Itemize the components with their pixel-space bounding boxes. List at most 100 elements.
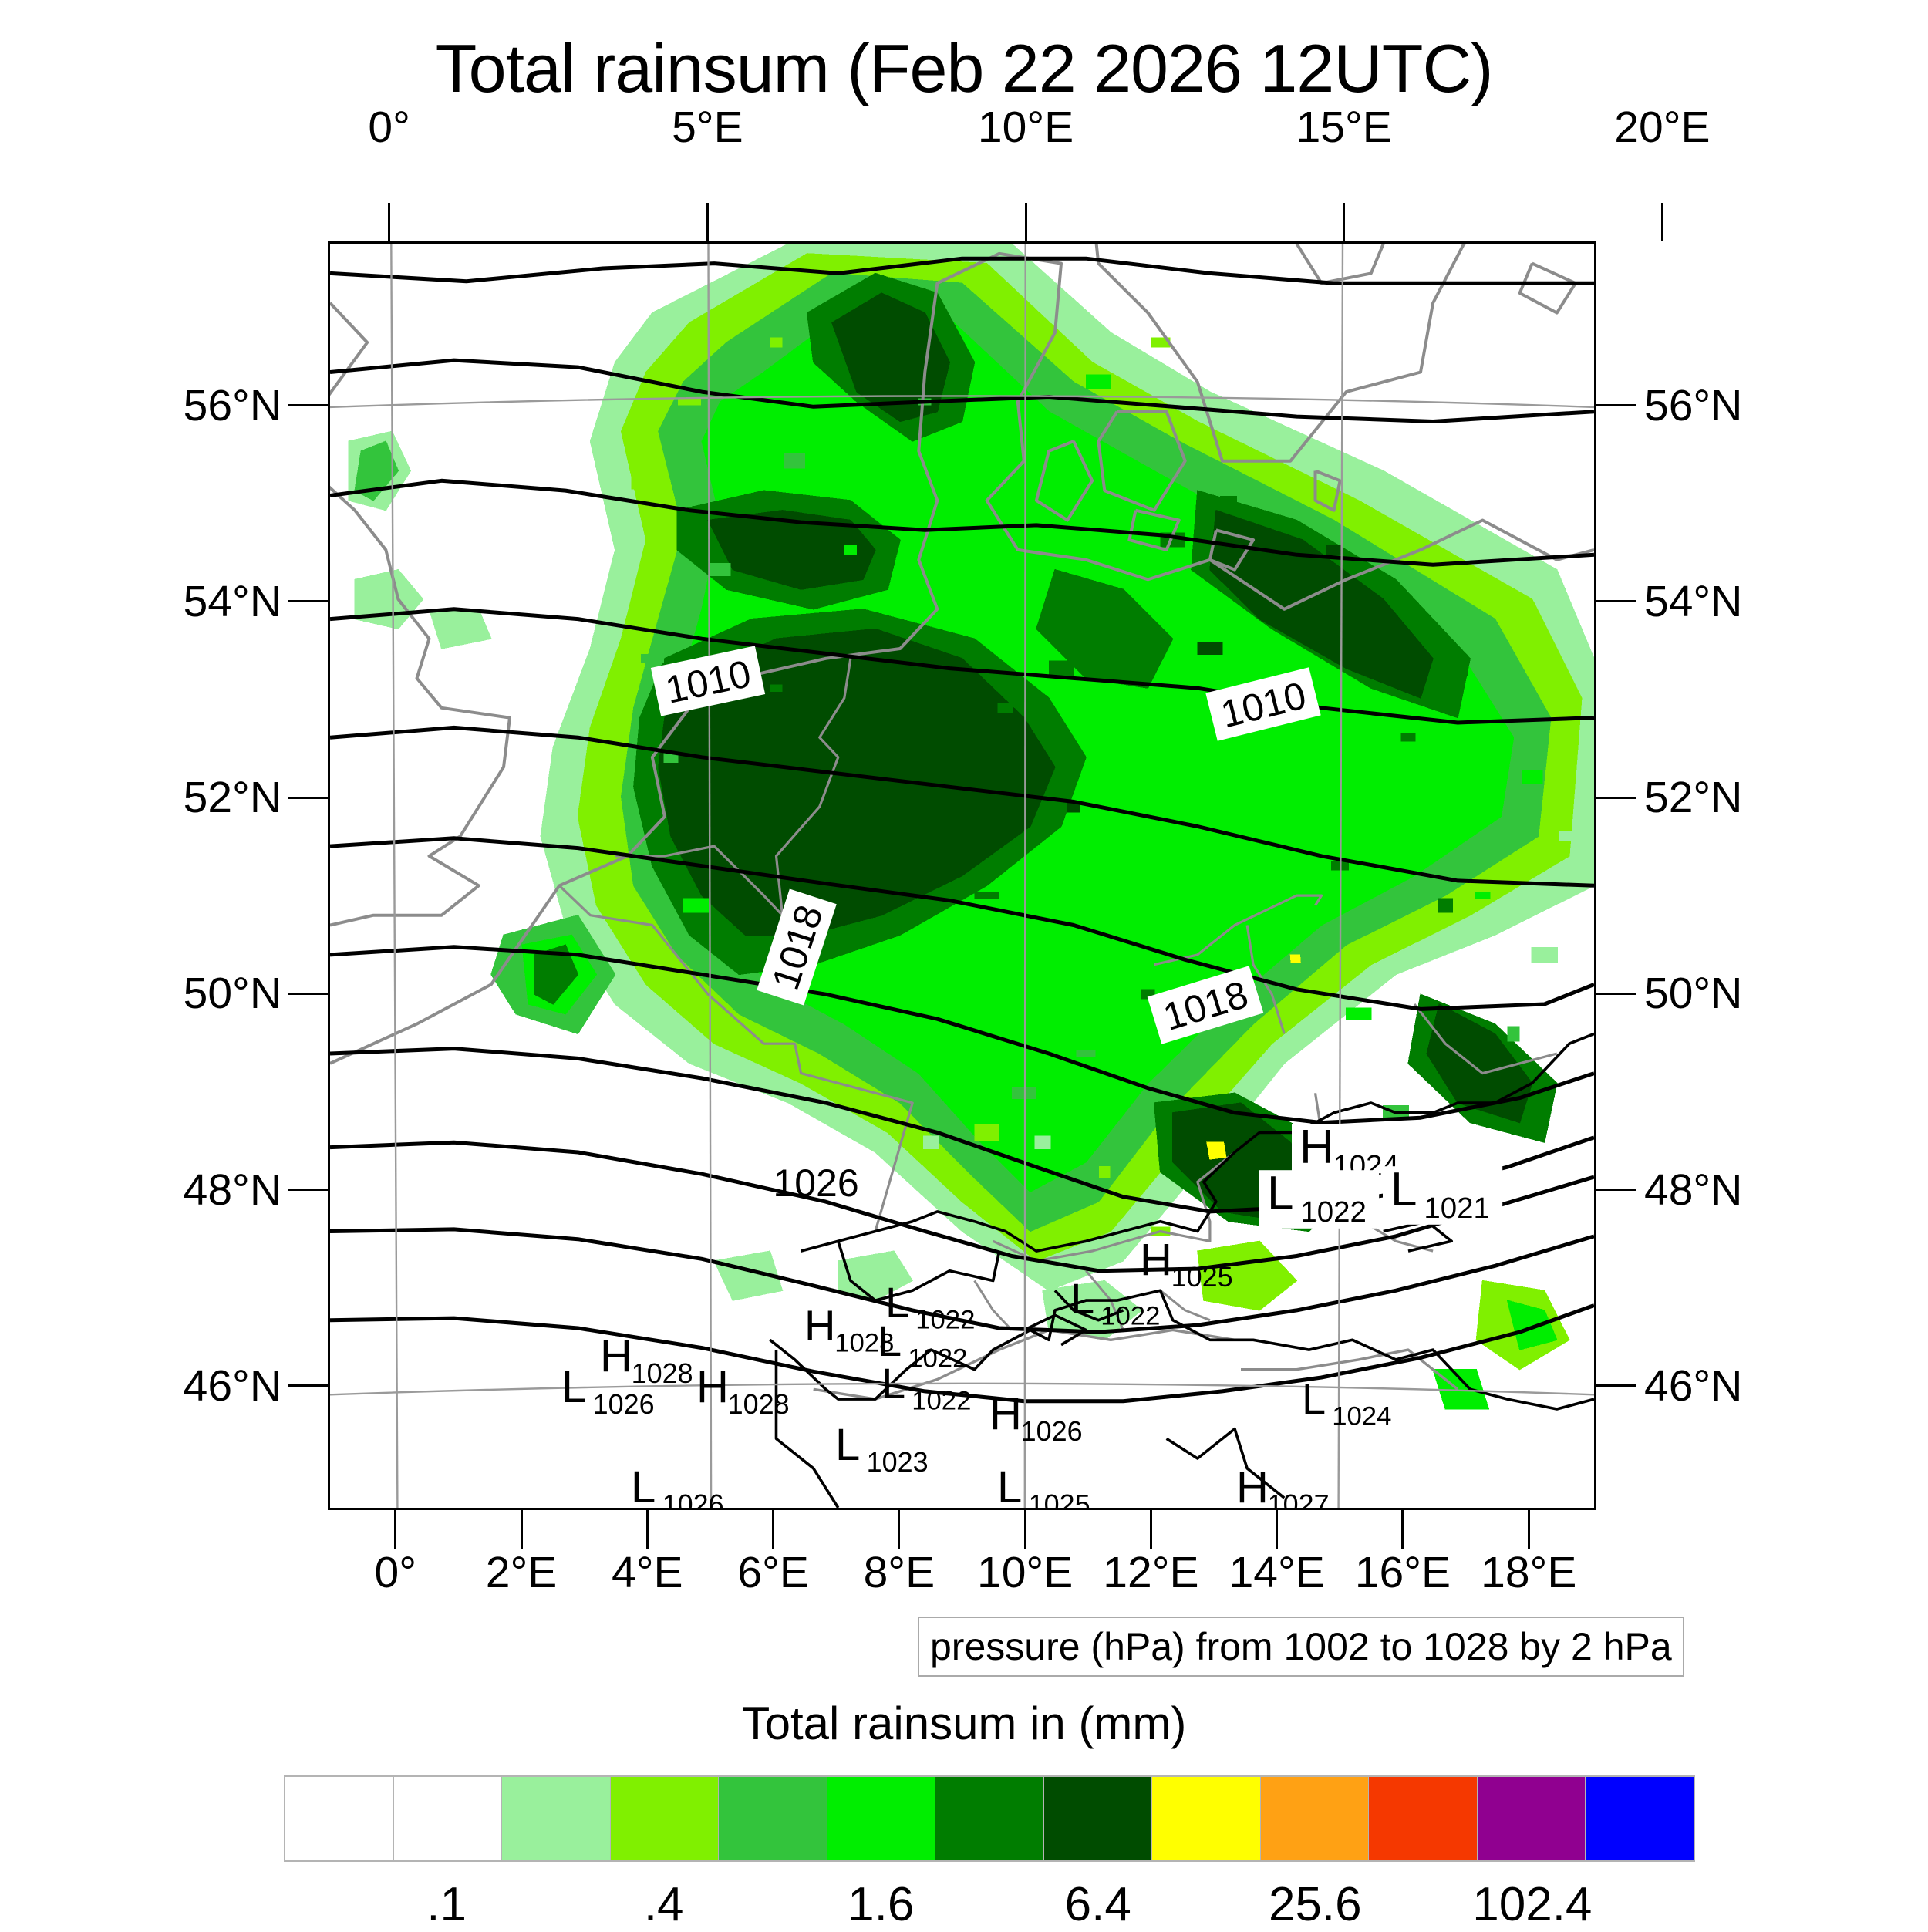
svg-text:H: H — [696, 1362, 729, 1412]
colorbar-tick-label: .4 — [643, 1878, 684, 1931]
svg-text:1022: 1022 — [1300, 1195, 1366, 1229]
svg-text:H: H — [989, 1389, 1022, 1439]
colorbar-tick-label: 6.4 — [1064, 1878, 1131, 1931]
pressure-center-l-1022: L 1022 — [1259, 1167, 1380, 1229]
colorbar-title: Total rainsum in (mm) — [741, 1698, 1187, 1749]
top-axis-label: 20°E — [1614, 103, 1711, 152]
svg-text:1026: 1026 — [773, 1162, 858, 1205]
svg-text:1026: 1026 — [593, 1388, 655, 1420]
top-axis-label: 0° — [368, 103, 410, 152]
pressure-legend: pressure (hPa) from 1002 to 1028 by 2 hP… — [918, 1617, 1684, 1677]
top-axis-label: 10°E — [977, 103, 1074, 152]
svg-text:L: L — [878, 1317, 902, 1365]
colorbar-cell[interactable] — [827, 1777, 936, 1860]
colorbar-cell[interactable] — [1369, 1777, 1478, 1860]
svg-text:1022: 1022 — [1101, 1302, 1160, 1331]
map-plot-area[interactable]: 1010 1010 1018 1018 1026 H 1024 L 1022 L 1021 H 1025… — [328, 241, 1596, 1510]
svg-text:1022: 1022 — [912, 1387, 971, 1416]
colorbar-cell[interactable] — [1260, 1777, 1370, 1860]
bottom-axis-label: 10°E — [977, 1548, 1074, 1597]
coastlines-and-borders — [330, 244, 1594, 1508]
left-axis-label: 52°N — [183, 773, 281, 823]
svg-text:L: L — [1070, 1274, 1094, 1323]
svg-text:L: L — [881, 1359, 905, 1408]
right-axis-label: 48°N — [1644, 1165, 1743, 1215]
right-axis-label: 52°N — [1644, 773, 1743, 823]
svg-text:1028: 1028 — [728, 1388, 790, 1420]
colorbar-cell[interactable] — [285, 1777, 394, 1860]
left-axis-label: 46°N — [183, 1360, 281, 1411]
page-title: Total rainsum (Feb 22 2026 12UTC) — [435, 30, 1494, 106]
svg-text:L: L — [1267, 1167, 1293, 1220]
pressure-center-l-1025: L 1025 — [997, 1462, 1090, 1508]
pressure-center-l-1026: L 1026 — [631, 1462, 724, 1508]
svg-text:L: L — [835, 1420, 860, 1470]
colorbar-cell[interactable] — [935, 1777, 1044, 1860]
bottom-axis-label: 8°E — [863, 1548, 935, 1597]
colorbar[interactable] — [284, 1775, 1695, 1862]
svg-text:1027: 1027 — [1268, 1489, 1330, 1508]
bottom-axis-label: 16°E — [1354, 1548, 1451, 1597]
pressure-center-l-1022: L 1022 — [881, 1359, 971, 1416]
top-axis-label: 15°E — [1296, 103, 1392, 152]
right-axis-label: 50°N — [1644, 969, 1743, 1019]
svg-text:1026: 1026 — [662, 1489, 724, 1508]
svg-text:L: L — [631, 1462, 656, 1508]
colorbar-cell[interactable] — [393, 1777, 503, 1860]
colorbar-cell[interactable] — [1477, 1777, 1586, 1860]
left-axis-label: 56°N — [183, 380, 281, 430]
top-axis-label: 5°E — [672, 103, 743, 152]
svg-text:1028: 1028 — [834, 1329, 894, 1358]
svg-text:H: H — [1236, 1462, 1269, 1508]
colorbar-tick-label: 102.4 — [1472, 1878, 1593, 1931]
colorbar-cell[interactable] — [1586, 1777, 1694, 1860]
svg-text:L: L — [1302, 1374, 1326, 1423]
pressure-center-l-1023: L 1023 — [835, 1420, 929, 1478]
colorbar-cell[interactable] — [1152, 1777, 1261, 1860]
colorbar-tick-label: 1.6 — [848, 1878, 915, 1931]
svg-text:1028: 1028 — [632, 1357, 693, 1389]
colorbar-tick-label: 25.6 — [1268, 1878, 1362, 1931]
svg-text:H: H — [1299, 1121, 1334, 1174]
right-axis-label: 46°N — [1644, 1360, 1743, 1411]
right-axis-label: 54°N — [1644, 576, 1743, 626]
colorbar-cell[interactable] — [719, 1777, 827, 1860]
svg-text:L: L — [885, 1278, 909, 1327]
pressure-center-l-1026: L 1026 — [561, 1362, 655, 1420]
pressure-center-l-1022: L 1022 — [885, 1278, 975, 1335]
svg-text:1024: 1024 — [1332, 1402, 1391, 1431]
svg-text:H: H — [600, 1331, 632, 1381]
bottom-axis-label: 0° — [374, 1548, 417, 1597]
left-axis-label: 54°N — [183, 576, 281, 626]
pressure-center-l-1024: L 1024 — [1302, 1374, 1391, 1431]
svg-text:1022: 1022 — [908, 1344, 967, 1374]
svg-text:L: L — [1390, 1163, 1417, 1216]
bottom-axis-label: 14°E — [1229, 1548, 1325, 1597]
svg-text:L: L — [561, 1362, 586, 1412]
svg-text:1021: 1021 — [1424, 1192, 1489, 1225]
left-axis-label: 48°N — [183, 1165, 281, 1215]
bottom-axis-label: 4°E — [612, 1548, 683, 1597]
bottom-axis-label: 12°E — [1103, 1548, 1199, 1597]
svg-text:1022: 1022 — [915, 1306, 975, 1335]
bottom-axis-label: 18°E — [1481, 1548, 1577, 1597]
colorbar-cell[interactable] — [502, 1777, 611, 1860]
pressure-center-l-1022: L 1022 — [878, 1317, 967, 1374]
bottom-axis-label: 2°E — [485, 1548, 558, 1597]
pressure-center-l-1021: L 1021 — [1383, 1163, 1503, 1225]
right-axis-label: 56°N — [1644, 380, 1743, 430]
svg-text:1025: 1025 — [1171, 1261, 1233, 1293]
isobar-contours — [330, 244, 1594, 1508]
colorbar-cell[interactable] — [1043, 1777, 1153, 1860]
svg-text:1026: 1026 — [1021, 1415, 1083, 1447]
colorbar-cell[interactable] — [610, 1777, 720, 1860]
